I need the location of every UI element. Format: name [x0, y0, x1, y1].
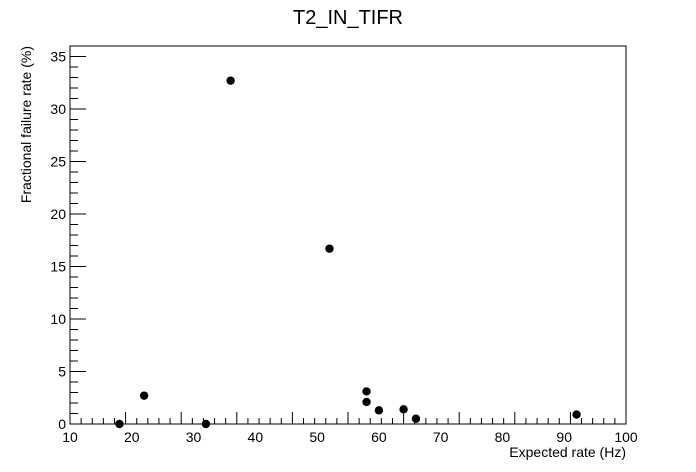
y-tick-label: 0 — [58, 416, 66, 432]
data-point — [201, 419, 211, 429]
data-point — [572, 410, 581, 419]
x-tick-label: 40 — [248, 429, 264, 445]
data-point — [374, 406, 384, 415]
y-tick-label: 35 — [50, 49, 66, 65]
plot-frame — [69, 45, 627, 425]
y-tick-label: 5 — [58, 364, 66, 380]
x-tick-label: 30 — [186, 429, 202, 445]
y-tick-label: 20 — [50, 206, 66, 222]
x-tick-label: 50 — [309, 429, 325, 445]
x-axis-ticks — [69, 412, 627, 424]
y-axis-ticks — [70, 45, 86, 425]
data-point — [411, 414, 421, 423]
data-point — [226, 76, 235, 85]
data-point — [115, 419, 124, 429]
x-axis-title: Expected rate (Hz) — [509, 444, 626, 460]
x-tick-label: 90 — [556, 429, 572, 445]
x-tick-label: 100 — [614, 429, 638, 445]
y-tick-label: 10 — [50, 311, 66, 327]
data-point — [399, 405, 408, 414]
data-points — [115, 76, 581, 429]
x-tick-label: 10 — [62, 429, 78, 445]
data-point — [362, 397, 371, 407]
data-point — [362, 387, 371, 396]
y-tick-label: 25 — [50, 154, 66, 170]
x-tick-label: 60 — [371, 429, 387, 445]
y-tick-label: 30 — [50, 101, 66, 117]
data-point — [325, 244, 334, 253]
x-tick-label: 70 — [433, 429, 449, 445]
y-axis-tick-labels: 0 5 10 15 20 25 30 35 — [50, 49, 66, 433]
x-tick-label: 20 — [124, 429, 140, 445]
y-tick-label: 15 — [50, 259, 66, 275]
y-axis-title: Fractional failure rate (%) — [18, 46, 34, 203]
data-point — [139, 391, 149, 400]
chart-title: T2_IN_TIFR — [293, 7, 403, 29]
x-axis-tick-labels: 10 20 30 40 50 60 70 80 90 100 — [62, 429, 638, 445]
x-tick-label: 80 — [495, 429, 511, 445]
